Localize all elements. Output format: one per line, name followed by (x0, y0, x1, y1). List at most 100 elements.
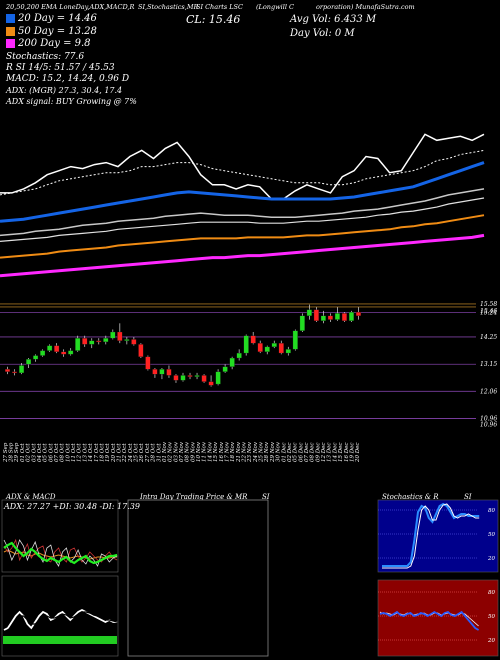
candle-body (334, 313, 340, 320)
stoch-level-label: 50 (488, 532, 495, 538)
candle-body (124, 339, 130, 341)
date-tick-label: 06 Dec (298, 443, 304, 463)
rsi-level-label: 50 (488, 614, 495, 620)
date-tick-label: 12 Dec (321, 443, 327, 463)
date-tick-label: 09 Nov (190, 441, 196, 462)
date-tick-label: 20 Oct (111, 443, 117, 463)
candle-body (341, 313, 348, 321)
adx-line-2: ADX signal: BUY Growing @ 7% (6, 97, 137, 106)
ema-chart (0, 133, 485, 278)
close-label: CL: 15.46 (186, 13, 241, 26)
candle-body (54, 345, 60, 352)
candle-body (243, 335, 249, 354)
date-tick-label: 22 Nov (242, 441, 248, 463)
date-tick-label: 07 Nov (179, 441, 185, 462)
date-tick-label: 28 Oct (151, 443, 157, 463)
date-tick-label: 20 Dec (355, 443, 361, 464)
candle-body (229, 357, 235, 367)
date-tick-label: 17 Oct (94, 443, 100, 462)
macd-histogram (3, 636, 117, 644)
series-ema50 (0, 161, 485, 223)
date-tick-label: 02 Oct (26, 443, 32, 462)
adx-line-1: ADX: (MGR) 27.3, 30.4, 17.4 (6, 86, 123, 95)
rsi-level-label: 20 (487, 638, 495, 644)
date-tick-label: 14 Dec (332, 443, 338, 463)
candle-body (201, 375, 207, 382)
candle-body (187, 375, 193, 377)
date-tick-label: 08 Oct (60, 443, 66, 462)
date-tick-label: 11 Nov (202, 441, 208, 462)
date-tick-label: 07 Dec (304, 443, 310, 463)
price-level-label: 13.15 (480, 361, 497, 368)
stoch-panel-frame (377, 499, 499, 573)
date-tick-label: 18 Nov (230, 441, 236, 462)
date-tick-label: 25 Nov (259, 441, 265, 463)
date-tick-label: 31 Oct (156, 443, 162, 462)
price-level-label: 12.06 (480, 388, 497, 395)
price-level-label: 15.58 (480, 301, 497, 308)
date-tick-label: 17 Nov (224, 441, 230, 462)
candle-body (75, 338, 81, 351)
adx-green-line (3, 541, 118, 565)
adx-panel-title: ADX & MACD (6, 493, 56, 501)
candle-body (145, 356, 151, 370)
date-tick-label: 16 Nov (219, 441, 225, 462)
candle-body (110, 331, 116, 339)
candle-body (355, 311, 362, 317)
date-tick-label: 30 Nov (276, 441, 282, 462)
date-tick-label: 01 Oct (20, 443, 26, 462)
date-tick-label: 01 Dec (281, 443, 287, 463)
date-tick-label: 02 Dec (287, 443, 293, 463)
date-tick-label: 22 Oct (122, 443, 128, 463)
candle-body (173, 375, 179, 381)
stoch-panel-title: Stochastics & R (382, 493, 439, 501)
top-label-3: SI Charts LSC (196, 3, 243, 11)
candle-body (194, 375, 200, 377)
macd-label: MACD: 15.2, 14.24, 0.96 D (6, 74, 130, 84)
date-tick-label: 07 Oct (54, 443, 60, 462)
date-tick-label: 28 Sep (9, 442, 15, 463)
date-tick-label: 11 Oct (71, 443, 77, 462)
date-tick-label: 15 Dec (338, 443, 344, 463)
candle-body (327, 315, 333, 320)
candle-body (208, 381, 214, 386)
date-tick-label: 04 Oct (37, 443, 43, 462)
date-tick-label: 01 Nov (162, 441, 168, 462)
date-tick-label: 24 Oct (128, 443, 134, 463)
date-tick-label: 13 Oct (82, 443, 88, 462)
candle-body (166, 369, 172, 376)
date-tick-label: 16 Dec (344, 443, 350, 463)
stochastics-label: Stochastics: 77.6 (6, 52, 85, 62)
intraday-si-label: SI (262, 493, 270, 501)
candle-body (33, 355, 39, 360)
date-tick-label: 08 Nov (185, 441, 191, 462)
date-tick-label: 27 Oct (145, 443, 151, 463)
adx-values-label: ADX: 27.27 +DI: 30.48 -DI: 17.39 (4, 502, 140, 511)
stoch-si-label: SI (464, 493, 472, 501)
ema20-swatch (6, 14, 15, 23)
candle-body (159, 369, 165, 375)
date-tick-label: 05 Oct (43, 443, 49, 462)
price-level-label: 14.25 (480, 334, 497, 341)
rsi-panel-frame (377, 579, 499, 657)
candle-body (222, 366, 228, 372)
series-ema300 (0, 233, 485, 278)
candle-body (278, 342, 284, 354)
stoch-level-label: 20 (487, 556, 495, 562)
date-tick-label: 29 Sep (14, 442, 20, 463)
candle-body (264, 346, 270, 352)
rsi-level-label: 80 (488, 590, 495, 596)
candle-body (285, 349, 291, 354)
candle-body (215, 371, 221, 385)
stoch-k-line (382, 502, 480, 567)
date-tick-label: 13 Dec (327, 443, 333, 463)
rsi-blue-line (379, 610, 480, 631)
candle-body (40, 350, 46, 356)
date-tick-label: 10 Oct (65, 443, 71, 462)
candle-body (313, 309, 319, 321)
candle-body (68, 350, 74, 355)
candle-body (306, 309, 312, 317)
date-tick-label: 03 Oct (31, 443, 37, 462)
